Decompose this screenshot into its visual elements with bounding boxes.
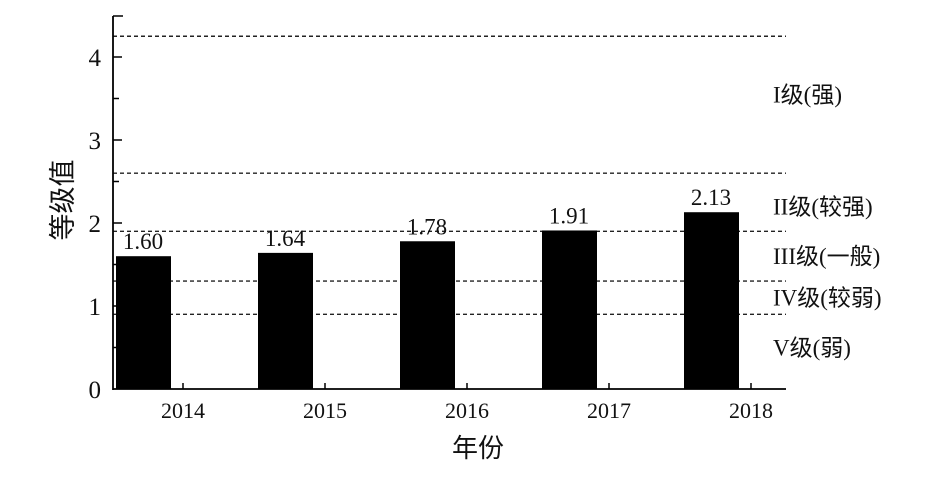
- grade-label: V级(弱): [773, 336, 851, 361]
- y-tick-label: 1: [89, 294, 102, 321]
- axes: [112, 15, 786, 390]
- data-label: 2.13: [691, 185, 731, 210]
- y-tick-label: 3: [89, 128, 102, 155]
- grade-label: II级(较强): [773, 194, 873, 219]
- y-tick-label: 2: [89, 211, 102, 238]
- data-label: 1.91: [549, 203, 589, 228]
- bar-2017: [542, 230, 597, 389]
- bar-2018: [684, 212, 739, 389]
- y-tick-label: 4: [89, 45, 102, 72]
- x-tick-label: 2017: [587, 398, 631, 423]
- bar-2015: [258, 252, 313, 389]
- bar-2014: [116, 256, 171, 389]
- x-tick-label: 2018: [729, 398, 773, 423]
- x-tick-label: 2016: [445, 398, 489, 423]
- grade-label: IV级(较弱): [773, 286, 882, 311]
- data-label: 1.78: [407, 214, 447, 239]
- grade-label: I级(强): [773, 82, 842, 107]
- data-label: 1.64: [265, 226, 306, 251]
- y-tick-label: 0: [89, 377, 102, 404]
- labels: 1.6020141.6420151.7820161.9120172.132018…: [89, 45, 882, 423]
- x-tick-label: 2015: [303, 398, 347, 423]
- grade-label: III级(一般): [773, 244, 880, 269]
- x-tick-label: 2014: [161, 398, 205, 423]
- y-axis-label: 等级值: [48, 160, 78, 241]
- bar-2016: [400, 241, 455, 389]
- x-axis-label: 年份: [452, 434, 504, 463]
- bars: [116, 212, 739, 389]
- data-label: 1.60: [123, 229, 163, 254]
